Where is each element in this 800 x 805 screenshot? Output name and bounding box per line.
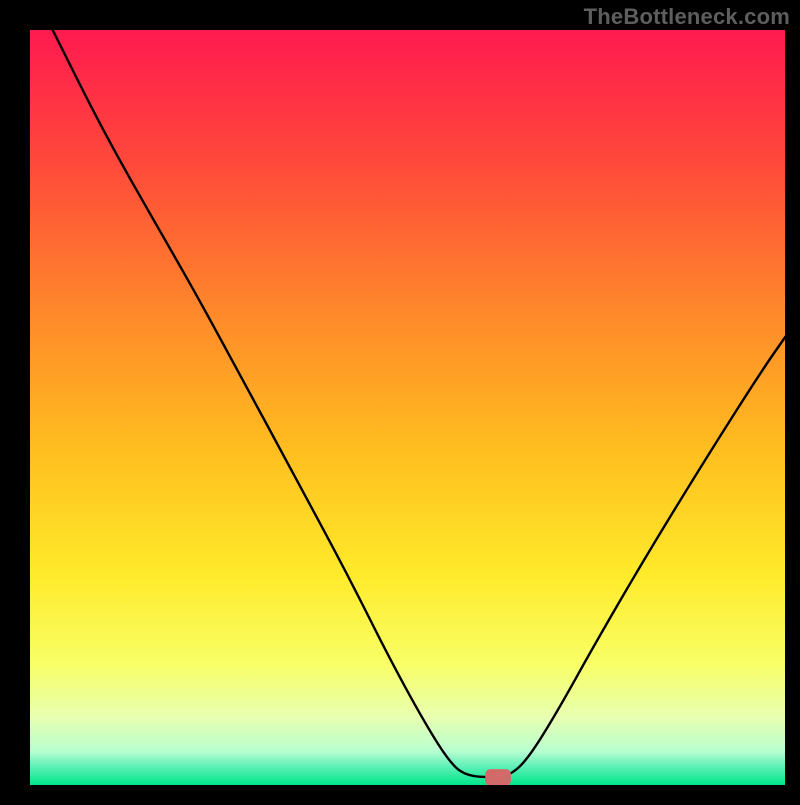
optimal-marker [485, 769, 511, 786]
gradient-background [30, 30, 785, 785]
chart-frame: TheBottleneck.com [0, 0, 800, 800]
bottleneck-chart [0, 0, 800, 800]
watermark-text: TheBottleneck.com [584, 4, 790, 30]
